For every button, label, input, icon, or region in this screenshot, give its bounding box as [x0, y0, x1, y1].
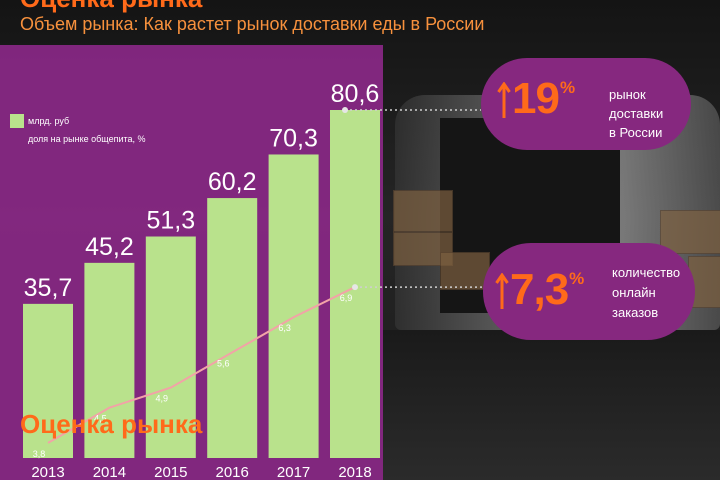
legend-label-bars: млрд. руб	[28, 116, 70, 126]
highlight-caption: количество онлайн заказов	[612, 263, 680, 323]
year-tick-label: 2014	[93, 464, 126, 480]
bar-value-label: 70,3	[269, 124, 318, 152]
year-tick-label: 2013	[31, 464, 64, 480]
highlight-caption-line: заказов	[612, 305, 659, 320]
highlight-caption-line: рынок	[609, 87, 646, 102]
bar	[207, 198, 258, 459]
page-subtitle: Объем рынка: Как растет рынок доставки е…	[20, 14, 485, 34]
share-value-label: 4,9	[156, 394, 169, 404]
highlight-unit: %	[569, 269, 585, 288]
bar-value-label: 45,2	[85, 233, 134, 261]
share-value-label: 6,3	[278, 323, 291, 333]
bar-value-label: 51,3	[146, 207, 195, 235]
connector-dot	[352, 284, 358, 291]
highlight-unit: %	[559, 78, 576, 97]
bar	[330, 109, 380, 458]
share-value-label: 3,8	[33, 449, 46, 459]
bar	[145, 236, 196, 458]
year-tick-label: 2015	[154, 464, 187, 480]
bar-value-label: 35,7	[24, 274, 73, 302]
share-value-label: 4,5	[94, 414, 107, 424]
share-value-label: 5,6	[217, 358, 230, 368]
arrow-up-icon	[497, 82, 511, 118]
arrow-up-icon	[495, 273, 509, 309]
highlight-figure: 7,3 %	[495, 268, 584, 312]
background-box	[393, 190, 453, 232]
highlight-caption-line: количество	[612, 265, 681, 280]
highlight-caption-line: в России	[609, 125, 663, 140]
background-box	[440, 252, 490, 290]
highlight-caption-line: доставки	[609, 106, 664, 121]
highlight-caption: рынок доставки в России	[609, 85, 663, 142]
background-floor	[383, 330, 720, 480]
highlight-figure: 19 %	[497, 77, 575, 121]
highlight-caption-line: онлайн	[612, 285, 656, 300]
highlight-value: 7,3	[510, 265, 569, 314]
highlight-market-growth: 19 % рынок доставки в России	[481, 58, 691, 150]
legend-label-line: доля на рынке общепита, %	[28, 134, 146, 144]
highlight-online-orders: 7,3 % количество онлайн заказов	[483, 243, 695, 340]
bar-value-label: 60,2	[208, 168, 257, 196]
chart-overlay-title: Оценка рынка	[20, 409, 203, 439]
page-title: Оценка рынка	[20, 0, 202, 11]
year-tick-label: 2017	[277, 464, 310, 480]
connector-dot	[342, 106, 348, 113]
highlight-value: 19	[512, 74, 560, 123]
bar-value-label: 80,6	[331, 80, 380, 108]
background-box	[660, 210, 720, 254]
share-line	[47, 286, 356, 444]
year-tick-label: 2018	[338, 464, 371, 480]
legend-swatch-bars	[10, 114, 24, 128]
year-tick-label: 2016	[216, 464, 249, 480]
bar	[268, 154, 319, 458]
share-value-label: 6,9	[340, 293, 353, 303]
bar	[84, 262, 135, 458]
